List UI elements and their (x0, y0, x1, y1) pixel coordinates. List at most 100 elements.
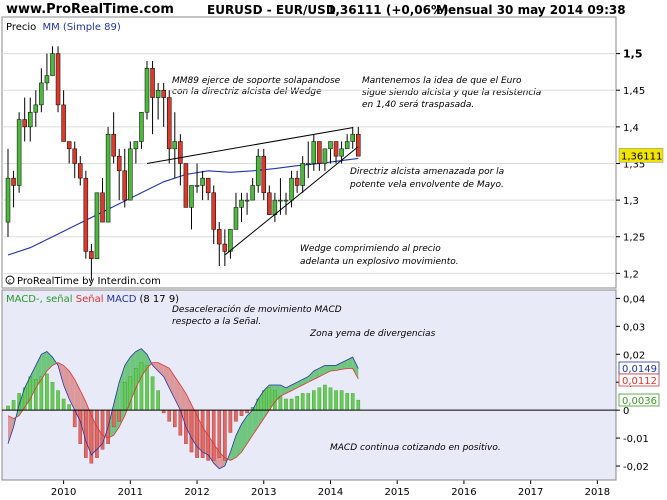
price-tick-label: 1,25 (623, 233, 645, 244)
macd-histogram-bar (356, 399, 361, 411)
macd-histogram-bar (28, 376, 33, 411)
macd-histogram-bar (67, 404, 71, 411)
annotation-trendline-2: potente vela envolvente de Mayo. (349, 180, 504, 190)
macd-panel[interactable] (1, 289, 617, 481)
macd-lines (7, 348, 359, 470)
legend-macd-prefix: MACD-, señal (6, 294, 76, 305)
copyright-icon (5, 275, 15, 285)
candle-body (244, 199, 250, 202)
macd-histogram-bar (139, 362, 144, 411)
macd-histogram-bar (234, 409, 238, 422)
candle-body (122, 170, 128, 201)
x-year-label: 2018 (585, 487, 610, 498)
macd-value-label: 0,0149 (622, 364, 657, 375)
candle-body (139, 111, 144, 142)
macd-fill-segment (330, 365, 337, 372)
macd-fill-segment (163, 365, 170, 388)
macd-histogram-bar (189, 409, 194, 453)
price-panel[interactable] (1, 16, 617, 289)
macd-histogram-bar (6, 405, 10, 411)
macd-histogram-bar (328, 387, 333, 411)
annotation-divergence: Zona yema de divergencias (309, 329, 436, 339)
macd-histogram-bar (261, 390, 266, 411)
candle-body (133, 141, 139, 150)
annotation-macd-positive: MACD continua cotizando en positivo. (330, 443, 501, 453)
macd-histogram-bar (211, 409, 216, 461)
macd-fill-segment (69, 371, 75, 411)
candle-body (283, 199, 289, 202)
candle-body (116, 155, 122, 172)
annotation-ma-support-1: MM89 ejerce de soporte solapandose (172, 76, 341, 86)
macd-histogram-bar (172, 409, 177, 428)
signal-line (7, 362, 359, 461)
price-tick-label: 1,5 (623, 48, 643, 61)
annotation-trendline-1: Directriz alcista amenazada por la (350, 167, 504, 177)
candles[interactable] (5, 46, 361, 281)
candle-body (278, 199, 283, 202)
x-year-label: 2015 (384, 487, 409, 498)
macd-fill-segment (247, 410, 253, 444)
macd-line (7, 348, 359, 470)
annotation-wedge-2: adelanta un explosivo movimiento. (300, 257, 459, 267)
macd-histogram-bar (78, 409, 83, 444)
candle-body (222, 243, 228, 252)
macd-histogram-bar (306, 393, 311, 411)
candle-body (239, 199, 244, 208)
macd-fill-segment (302, 376, 309, 385)
macd-tick-label: -0,01 (623, 434, 649, 445)
macd-histogram-bar (61, 398, 66, 411)
macd-fill-segment (152, 362, 159, 372)
macd-fill-segment (319, 365, 325, 377)
candle-body (305, 163, 311, 165)
macd-histogram-bar (134, 368, 138, 411)
macd-histogram-bar (350, 393, 355, 411)
legend-params: (8 17 9) (139, 294, 179, 305)
macd-tick-label: 0,02 (623, 350, 645, 361)
candle-body (16, 119, 22, 186)
candle-body (166, 97, 172, 150)
annotation-outlook-2: sigue siendo alcista y que la resistenci… (362, 88, 541, 98)
price-tick-label: 1,2 (623, 269, 639, 280)
copyright-text: ProRealTime by Interdin.com (17, 276, 161, 287)
candle-body (294, 177, 300, 186)
candle-body (172, 141, 178, 150)
macd-fill-segment (280, 385, 286, 397)
site-url[interactable]: www.ProRealTime.com (6, 2, 174, 17)
macd-histogram-bar (300, 393, 305, 411)
candle-body (211, 192, 216, 230)
macd-legend: MACD-, señal Señal MACD (8 17 9) (6, 294, 179, 305)
candle-body (39, 82, 44, 106)
macd-value-label: 0,0112 (622, 376, 657, 387)
macd-histogram-bar (223, 409, 227, 461)
price-annotations: MM89 ejerce de soporte solapandose con l… (172, 76, 541, 267)
macd-fill-segment (158, 362, 164, 377)
candle-body (228, 229, 233, 252)
price-tick-label: 1,45 (623, 86, 645, 97)
macd-axis: 0,040,030,020,010-0,01-0,020,01490,01120… (2, 294, 660, 473)
legend-ma: MM (Simple 89) (42, 22, 120, 33)
candle-body (194, 185, 200, 187)
price-legend: Precio MM (Simple 89) (6, 22, 121, 33)
macd-fill-segment (235, 424, 242, 458)
macd-tick-label: 0 (623, 406, 629, 417)
annotation-outlook-1: Mantenemos la idea de que el Euro (362, 76, 522, 86)
candle-body (322, 148, 328, 164)
macd-value-tag (618, 393, 660, 407)
candle-body (161, 89, 166, 98)
macd-histogram-bar (323, 384, 327, 411)
candle-body (317, 141, 322, 164)
macd-histogram-bar (334, 390, 338, 411)
macd-histogram-bar (339, 390, 344, 411)
candle-body (189, 185, 194, 208)
candle-body (128, 148, 133, 201)
legend-signal: Señal (76, 294, 104, 305)
candle-body (267, 192, 272, 216)
candle-body (233, 207, 239, 230)
x-year-label: 2011 (118, 487, 143, 498)
candle-body (250, 185, 255, 201)
candle-body (200, 177, 205, 186)
candle-body (27, 111, 33, 128)
macd-fill-segment (347, 357, 353, 369)
copyright-note: c ProRealTime by Interdin.com (5, 275, 161, 287)
